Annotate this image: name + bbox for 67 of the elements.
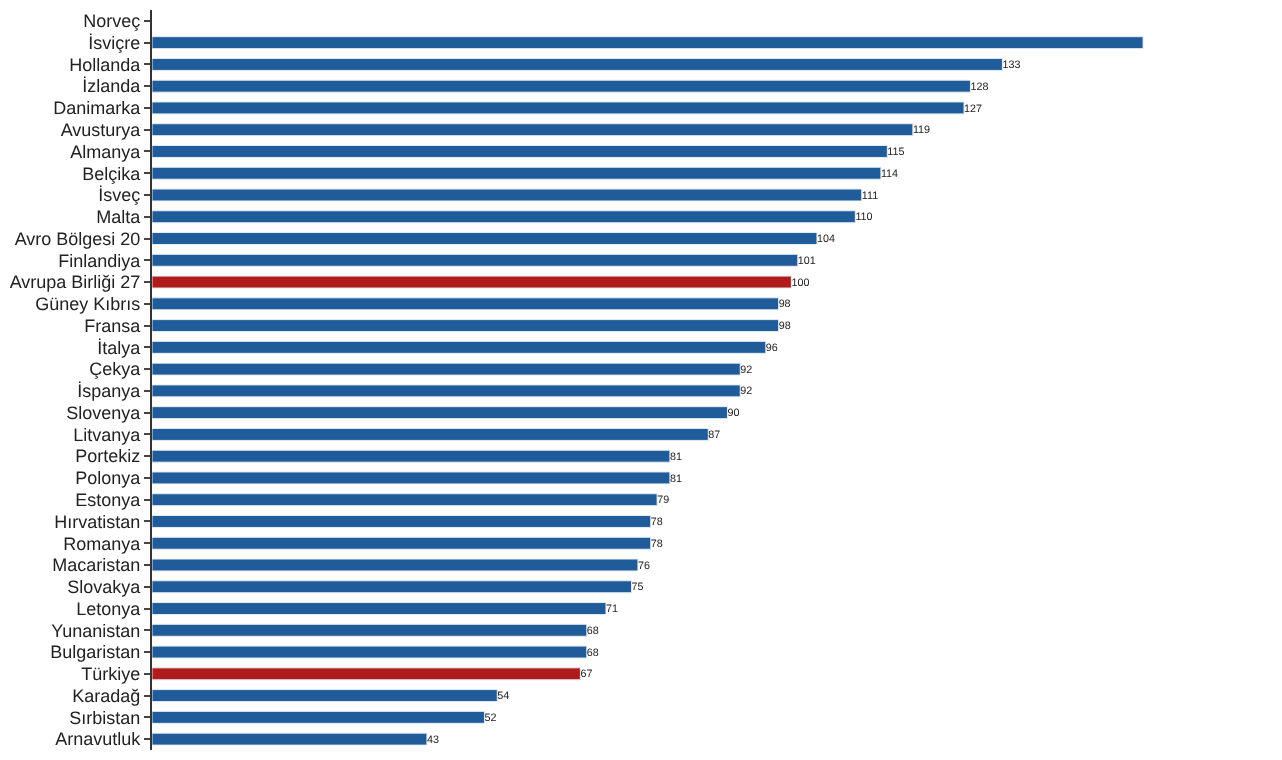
bar xyxy=(152,36,1144,50)
y-tick-label: Slovakya xyxy=(67,577,141,598)
y-tick-label: İsviçre xyxy=(88,32,141,53)
y-tick-label: Karadağ xyxy=(72,685,141,706)
bar xyxy=(152,166,882,180)
bar xyxy=(152,449,671,463)
bar xyxy=(152,340,767,354)
bar xyxy=(152,362,741,376)
bar xyxy=(152,101,965,115)
y-tick-label: Finlandiya xyxy=(58,250,141,271)
y-tick-label: Sırbistan xyxy=(69,707,141,728)
bar xyxy=(152,689,498,703)
y-tick-label: Avro Bölgesi 20 xyxy=(14,228,141,249)
bar xyxy=(152,514,652,528)
bar xyxy=(152,732,428,746)
bar xyxy=(152,319,780,333)
bar xyxy=(152,602,607,616)
y-tick-label: Avrupa Birliği 27 xyxy=(9,272,141,293)
bar xyxy=(152,123,914,137)
bar xyxy=(152,253,799,267)
bar xyxy=(152,427,709,441)
y-tick-label: İzlanda xyxy=(82,76,141,97)
bar xyxy=(152,536,652,550)
bar xyxy=(152,558,639,572)
y-tick-label: Çekya xyxy=(89,359,141,380)
y-tick-label: Yunanistan xyxy=(51,620,141,641)
y-tick-label: İtalya xyxy=(97,337,141,358)
y-tick-label: Letonya xyxy=(76,598,141,619)
y-tick-label: Polonya xyxy=(75,468,141,489)
y-tick-label: İsveç xyxy=(98,185,142,206)
y-tick-label: Malta xyxy=(96,207,141,228)
y-tick-label: Estonya xyxy=(75,490,141,510)
bar xyxy=(152,275,792,289)
y-tick-label: Romanya xyxy=(63,533,141,554)
y-tick-label: Belçika xyxy=(82,163,141,184)
bar xyxy=(152,623,588,637)
bar xyxy=(152,144,888,158)
y-tick-label: Litvanya xyxy=(73,424,141,445)
bar xyxy=(152,210,856,224)
y-tick-label: Macaristan xyxy=(52,555,141,576)
y-tick-label: Türkiye xyxy=(81,664,141,685)
bar xyxy=(152,406,728,420)
y-tick-label: Hollanda xyxy=(69,54,141,75)
bar xyxy=(152,297,780,311)
bar xyxy=(152,710,485,724)
bar xyxy=(152,645,588,659)
y-tick-label: İspanya xyxy=(77,381,141,402)
y-tick-label: Arnavutluk xyxy=(55,729,142,750)
bar xyxy=(152,384,741,398)
y-tick-label: Avusturya xyxy=(60,120,141,140)
bar xyxy=(152,79,971,93)
bar xyxy=(152,493,658,507)
bar xyxy=(152,188,863,202)
bar xyxy=(152,471,671,485)
y-tick-label: Bulgaristan xyxy=(50,642,141,663)
y-tick-label: Almanya xyxy=(70,141,141,162)
bar xyxy=(152,580,633,594)
bar xyxy=(152,57,1003,71)
y-tick-label: Slovenya xyxy=(66,402,141,423)
bar xyxy=(152,667,581,681)
y-tick-label: Danimarka xyxy=(53,98,141,119)
y-tick-label: Güney Kıbrıs xyxy=(35,294,142,315)
y-tick-label: Hırvatistan xyxy=(54,511,141,532)
y-tick-label: Portekiz xyxy=(75,446,142,467)
y-tick-label: Norveç xyxy=(83,11,142,32)
bar xyxy=(152,232,818,246)
y-tick-label: Fransa xyxy=(84,315,141,336)
